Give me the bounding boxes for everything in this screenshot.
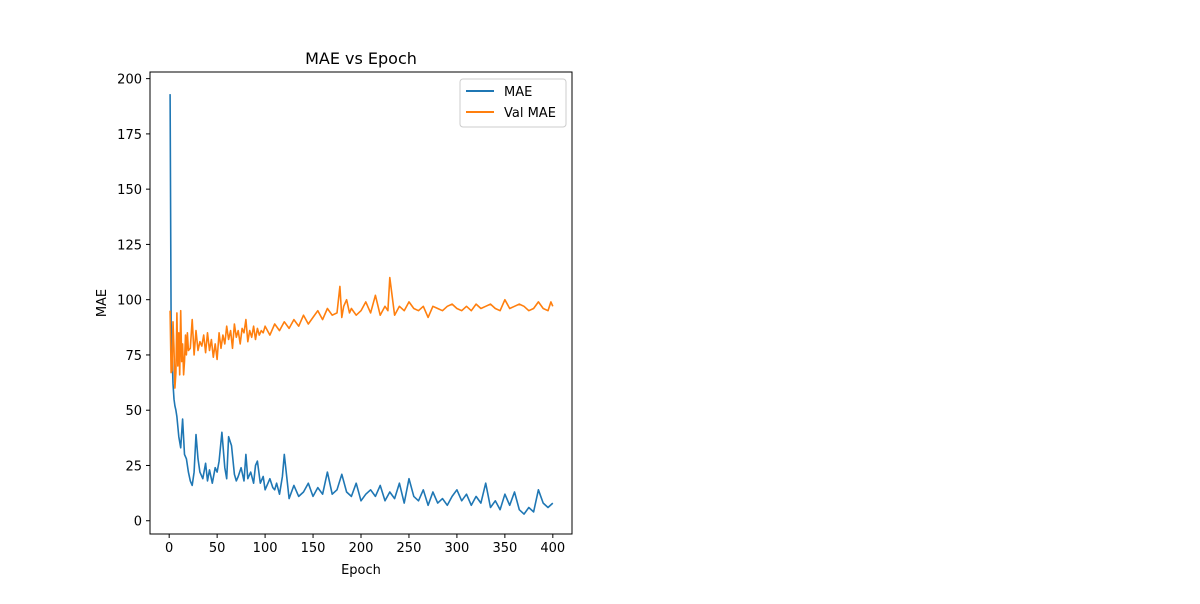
y-axis-ticks: 0 25 50 75 100 125 150 175 200 [117,73,150,530]
legend-label-val-mae: Val MAE [504,106,556,121]
y-tick-label: 125 [117,238,142,253]
x-tick-label: 100 [253,541,278,556]
axes [149,71,573,535]
legend-label-mae: MAE [504,85,532,100]
x-axis-label: Epoch [341,563,381,578]
series-line-val-mae [169,276,554,389]
x-tick-label: 150 [301,541,326,556]
x-tick-label: 400 [540,541,565,556]
series-lines [169,94,554,515]
x-tick-label: 250 [397,541,422,556]
x-tick-label: 200 [349,541,374,556]
y-tick-label: 200 [117,73,142,88]
y-tick-label: 25 [125,459,142,474]
x-tick-label: 0 [165,541,173,556]
chart-title: MAE vs Epoch [305,49,417,68]
x-tick-label: 50 [209,541,226,556]
y-tick-label: 100 [117,294,142,309]
plot-area-frame [149,71,573,535]
x-tick-label: 300 [444,541,469,556]
y-axis-label: MAE [95,289,110,317]
y-tick-label: 75 [125,349,142,364]
y-tick-label: 50 [125,404,142,419]
y-tick-label: 0 [134,515,142,530]
x-axis-ticks: 0 50 100 150 200 250 300 350 400 [165,534,565,556]
legend: MAE Val MAE [459,78,567,128]
x-tick-label: 350 [492,541,517,556]
y-tick-label: 175 [117,128,142,143]
y-tick-label: 150 [117,183,142,198]
series-line-mae [169,94,554,515]
